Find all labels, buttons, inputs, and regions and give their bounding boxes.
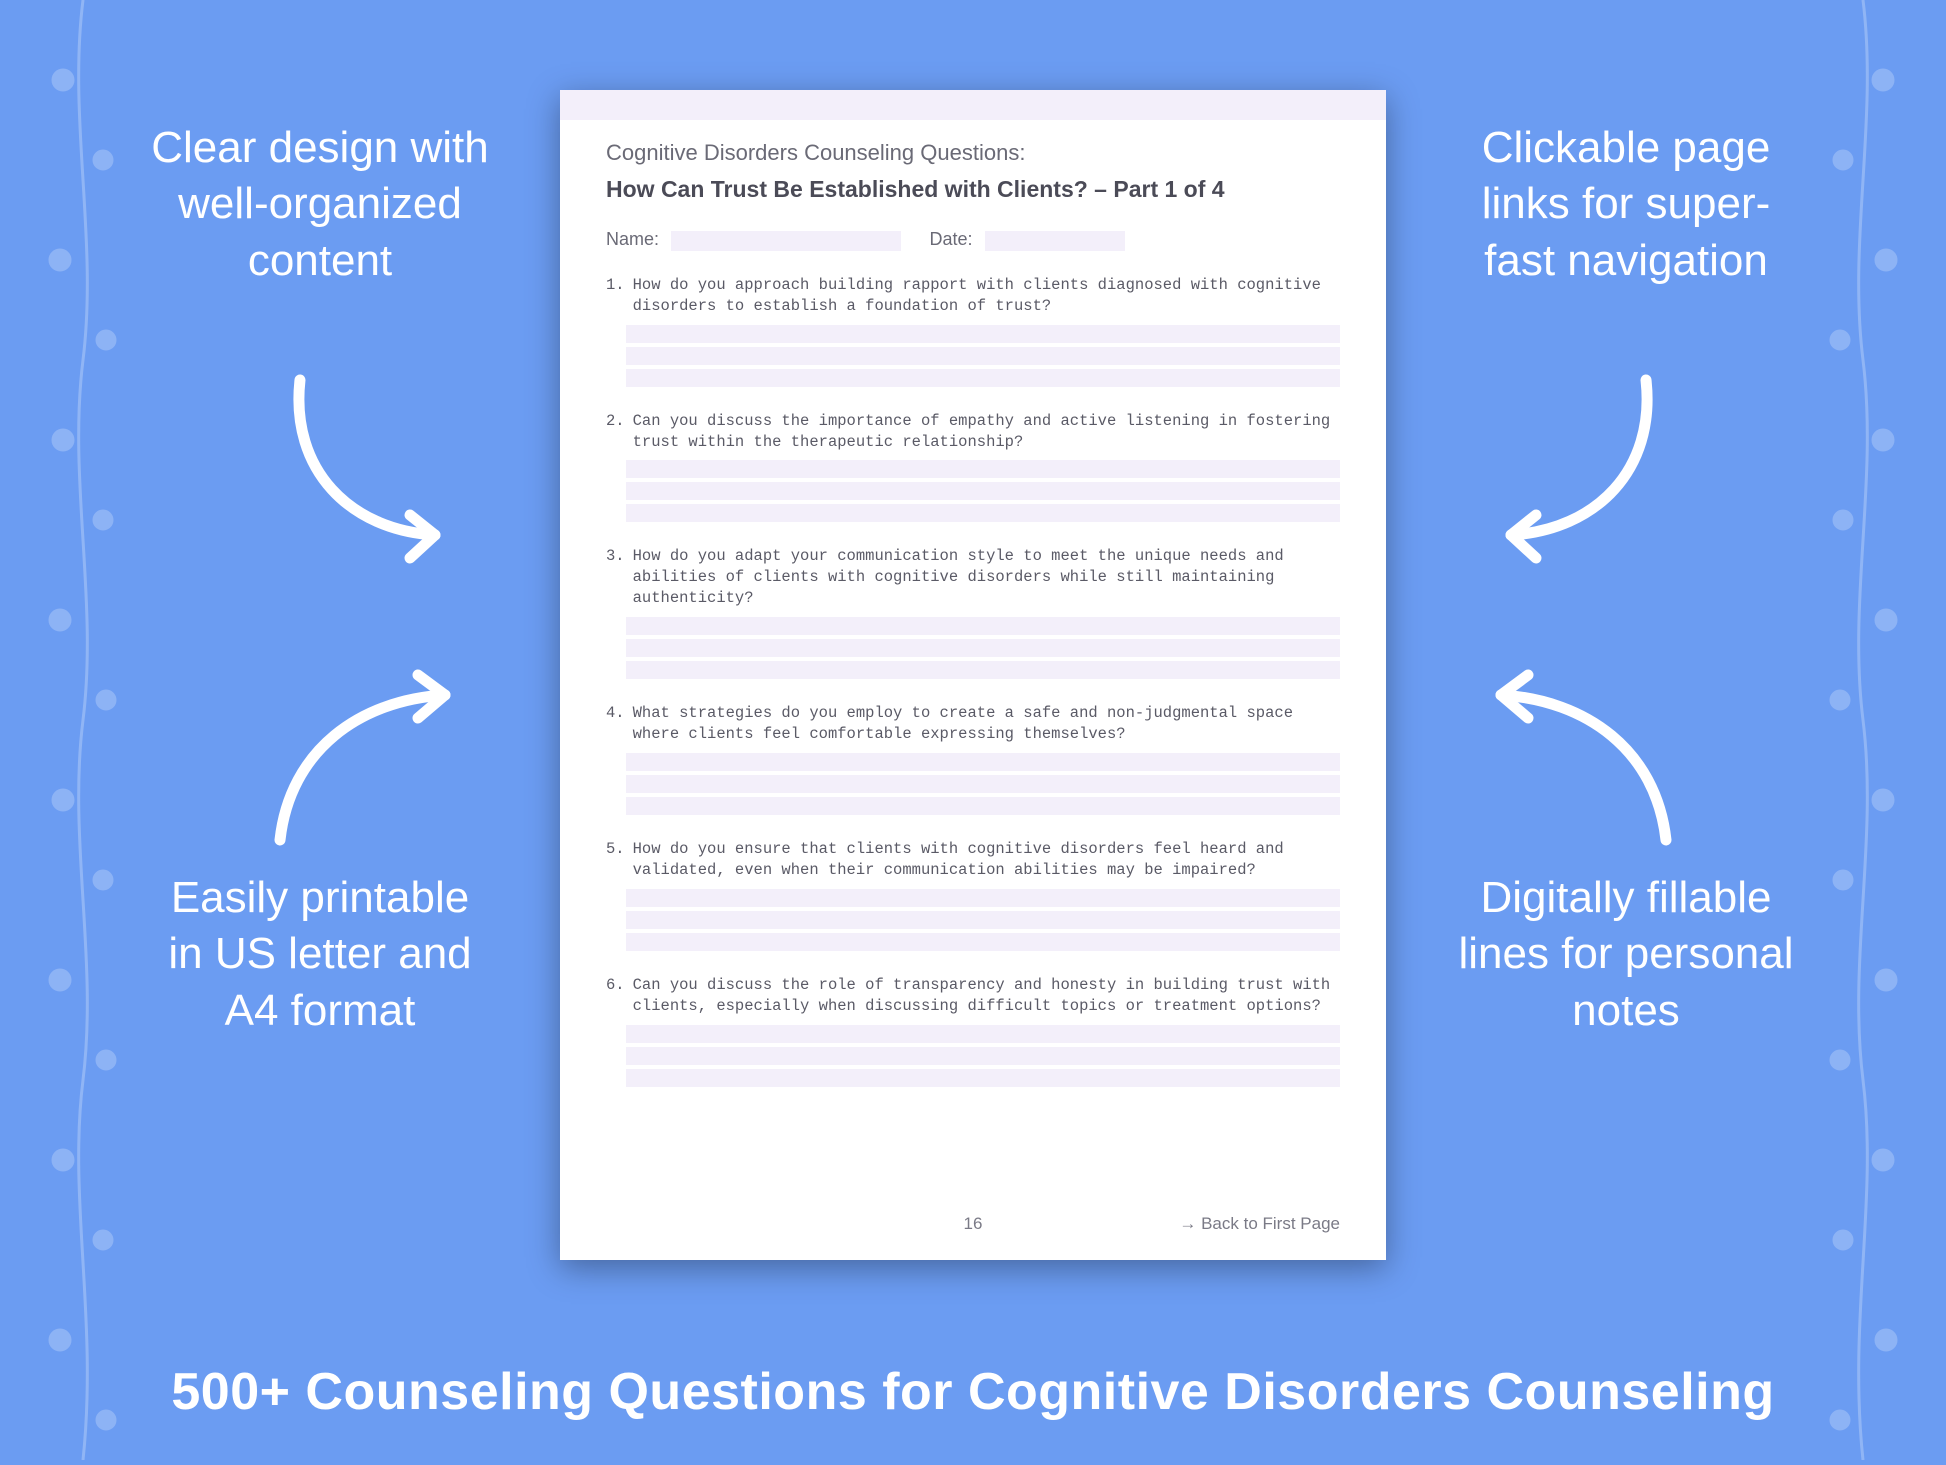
question-text: How do you approach building rapport wit… <box>633 275 1340 317</box>
answer-lines[interactable] <box>626 889 1340 951</box>
question-list: 1.How do you approach building rapport w… <box>606 275 1340 1087</box>
question-item: 6.Can you discuss the role of transparen… <box>606 975 1340 1087</box>
answer-line[interactable] <box>626 911 1340 929</box>
answer-line[interactable] <box>626 460 1340 478</box>
answer-lines[interactable] <box>626 617 1340 679</box>
question-item: 3.How do you adapt your communication st… <box>606 546 1340 679</box>
answer-line[interactable] <box>626 1025 1340 1043</box>
question-text: What strategies do you employ to create … <box>633 703 1340 745</box>
answer-line[interactable] <box>626 617 1340 635</box>
answer-lines[interactable] <box>626 753 1340 815</box>
answer-line[interactable] <box>626 347 1340 365</box>
question-item: 1.How do you approach building rapport w… <box>606 275 1340 387</box>
question-text: Can you discuss the role of transparency… <box>633 975 1340 1017</box>
answer-line[interactable] <box>626 504 1340 522</box>
answer-lines[interactable] <box>626 460 1340 522</box>
question-item: 2.Can you discuss the importance of empa… <box>606 411 1340 523</box>
question-item: 4.What strategies do you employ to creat… <box>606 703 1340 815</box>
decorative-vine-left <box>28 0 138 1460</box>
answer-line[interactable] <box>626 369 1340 387</box>
date-field-group: Date: <box>929 229 1124 251</box>
answer-line[interactable] <box>626 753 1340 771</box>
promo-banner: 500+ Counseling Questions for Cognitive … <box>0 1362 1946 1422</box>
answer-line[interactable] <box>626 482 1340 500</box>
answer-line[interactable] <box>626 325 1340 343</box>
question-number: 4. <box>606 703 625 745</box>
answer-line[interactable] <box>626 889 1340 907</box>
arrow-icon <box>1466 660 1696 860</box>
worksheet-meta: Name: Date: <box>606 229 1340 251</box>
question-text: How do you ensure that clients with cogn… <box>633 839 1340 881</box>
arrow-icon <box>1466 360 1686 580</box>
question-text: Can you discuss the importance of empath… <box>633 411 1340 453</box>
question-number: 5. <box>606 839 625 881</box>
callout-bottom-left: Easily printable in US letter and A4 for… <box>150 870 490 1039</box>
worksheet-page: Cognitive Disorders Counseling Questions… <box>560 90 1386 1260</box>
callout-top-left: Clear design with well-organized content <box>150 120 490 289</box>
answer-line[interactable] <box>626 933 1340 951</box>
date-label: Date: <box>929 229 972 249</box>
answer-line[interactable] <box>626 1047 1340 1065</box>
worksheet-subtitle: How Can Trust Be Established with Client… <box>606 176 1340 203</box>
arrow-icon <box>250 660 480 860</box>
callout-top-right: Clickable page links for super-fast navi… <box>1456 120 1796 289</box>
question-number: 2. <box>606 411 625 453</box>
back-to-first-page-link[interactable]: → Back to First Page <box>1179 1214 1340 1234</box>
page-number: 16 <box>964 1214 983 1234</box>
question-number: 1. <box>606 275 625 317</box>
answer-line[interactable] <box>626 1069 1340 1087</box>
question-number: 6. <box>606 975 625 1017</box>
name-input[interactable] <box>671 231 901 251</box>
answer-line[interactable] <box>626 797 1340 815</box>
name-field-group: Name: <box>606 229 901 251</box>
answer-line[interactable] <box>626 775 1340 793</box>
answer-line[interactable] <box>626 661 1340 679</box>
worksheet-category: Cognitive Disorders Counseling Questions… <box>606 140 1340 166</box>
question-item: 5.How do you ensure that clients with co… <box>606 839 1340 951</box>
answer-line[interactable] <box>626 639 1340 657</box>
question-number: 3. <box>606 546 625 609</box>
decorative-vine-right <box>1808 0 1918 1460</box>
callout-bottom-right: Digitally fillable lines for personal no… <box>1456 870 1796 1039</box>
answer-lines[interactable] <box>626 325 1340 387</box>
date-input[interactable] <box>985 231 1125 251</box>
name-label: Name: <box>606 229 659 249</box>
question-text: How do you adapt your communication styl… <box>633 546 1340 609</box>
worksheet-footer: 16 → Back to First Page <box>606 1214 1340 1234</box>
answer-lines[interactable] <box>626 1025 1340 1087</box>
arrow-icon <box>260 360 480 580</box>
